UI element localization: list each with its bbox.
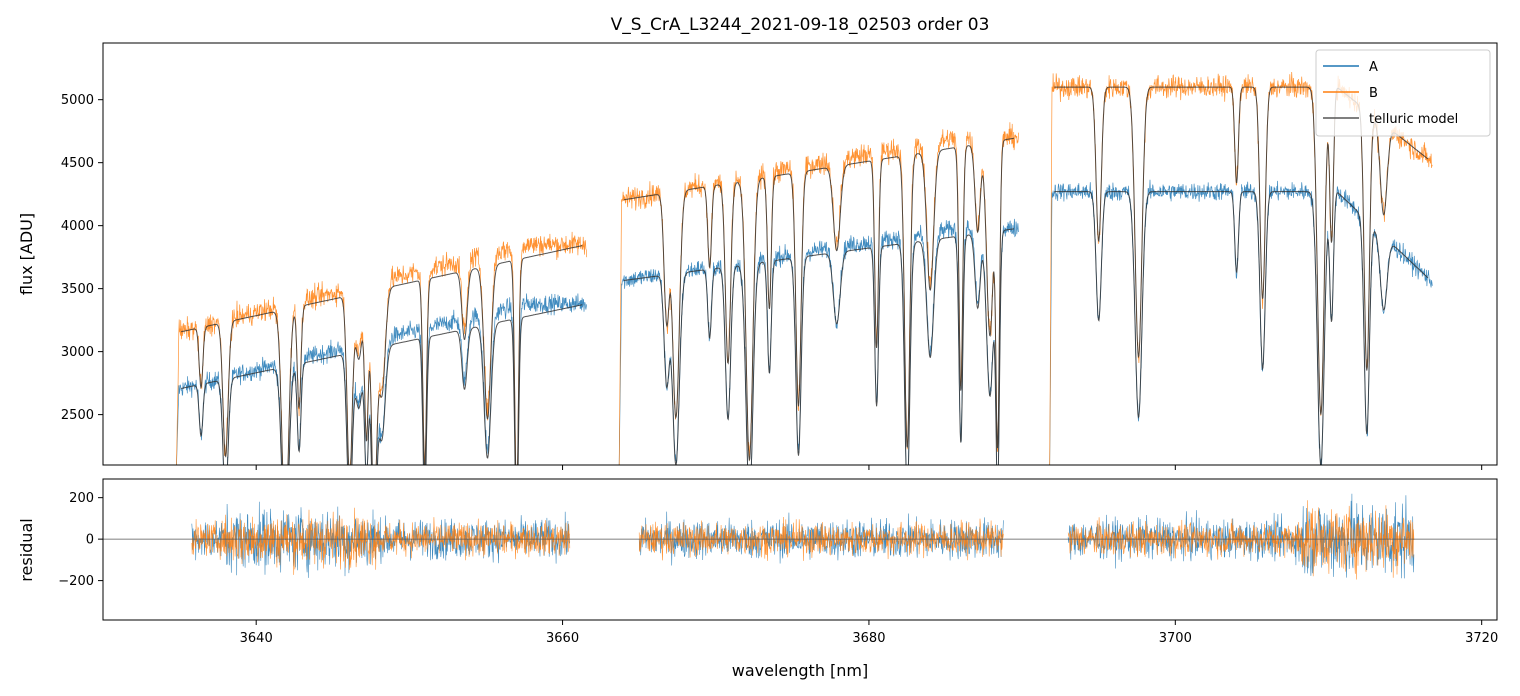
telluric-model-segment xyxy=(1054,86,1429,415)
legend-entry-b: B xyxy=(1369,86,1378,101)
residual-y-tick-label: −200 xyxy=(58,574,94,589)
residual-x-tick-label: 3720 xyxy=(1465,631,1498,646)
residual-series-group xyxy=(103,493,1497,580)
residual-series-a-segment xyxy=(191,501,571,578)
residual-y-tick-label: 200 xyxy=(69,491,94,506)
spectrum-x-ticks xyxy=(255,465,1483,470)
spectrum-y-tick-label: 3000 xyxy=(61,345,94,360)
spectrum-y-tick-label: 4000 xyxy=(61,219,94,234)
spectrum-series-a-segment xyxy=(618,218,1020,465)
x-axis-label: wavelength [nm] xyxy=(732,661,869,680)
residual-frame xyxy=(102,478,1498,621)
spectrum-series-b-segment xyxy=(618,122,1020,465)
residual-y-label: residual xyxy=(17,518,36,581)
legend: A B telluric model xyxy=(1315,49,1491,137)
spectrum-y-tick-label: 4500 xyxy=(61,156,94,171)
residual-x-tick-label: 3640 xyxy=(240,631,273,646)
residual-y-tick-label: 0 xyxy=(86,533,94,548)
spectrum-y-tick-label: 5000 xyxy=(61,93,94,108)
residual-x-tick-label: 3660 xyxy=(546,631,579,646)
residual-panel: −200 0 200 3640 3660 3680 3700 3720 residual w… xyxy=(17,478,1498,680)
residual-y-ticks: −200 0 200 xyxy=(58,491,103,589)
telluric-model-segment xyxy=(623,228,1015,465)
residual-series-b-segment xyxy=(638,516,1004,561)
telluric-model-segment xyxy=(1054,191,1429,465)
legend-entry-a: A xyxy=(1369,60,1378,75)
residual-x-ticks: 3640 3660 3680 3700 3720 xyxy=(240,620,1498,646)
legend-entry-model: telluric model xyxy=(1369,112,1458,127)
spectrum-y-tick-label: 3500 xyxy=(61,282,94,297)
residual-x-tick-label: 3680 xyxy=(852,631,885,646)
telluric-model-segment xyxy=(181,304,583,465)
telluric-model-segment xyxy=(181,245,583,465)
residual-x-tick-label: 3700 xyxy=(1159,631,1192,646)
spectrum-y-tick-label: 2500 xyxy=(61,408,94,423)
spectrum-y-label: flux [ADU] xyxy=(17,213,36,295)
spectrum-panel: 2500 3000 3500 4000 4500 5000 flux [ADU] A B … xyxy=(17,42,1498,470)
residual-series-a-segment xyxy=(638,511,1004,566)
telluric-model-segment xyxy=(623,137,1014,462)
chart-title: V_S_CrA_L3244_2021-09-18_02503 order 03 xyxy=(611,15,990,35)
spectrum-y-ticks: 2500 3000 3500 4000 4500 5000 xyxy=(61,93,103,423)
spectrum-series-group xyxy=(176,71,1433,465)
legend-box xyxy=(1315,49,1491,137)
spectrum-frame xyxy=(102,42,1498,466)
